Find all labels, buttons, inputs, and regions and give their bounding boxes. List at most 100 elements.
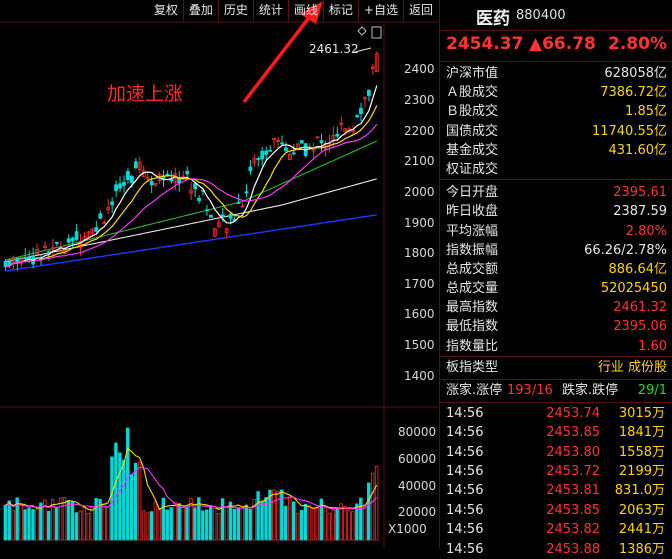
stat-label: 基金成交 <box>446 142 499 158</box>
ma-60-line <box>5 140 378 261</box>
tick-volume: 1386万 <box>618 541 665 557</box>
volume-ma5-line <box>5 447 378 511</box>
toolbar-button-4[interactable]: 画线 <box>287 0 323 21</box>
candle-body <box>94 227 99 232</box>
toolbar-button-3[interactable]: 统计 <box>252 0 288 21</box>
volume-bar <box>197 497 201 541</box>
candle-body <box>212 228 217 237</box>
tick-price: 2453.72 <box>546 463 600 479</box>
volume-bar <box>15 497 19 541</box>
tick-row[interactable]: 14:56 2453.72 2199万 <box>440 462 672 481</box>
candle-body <box>224 228 229 233</box>
candle-body <box>133 161 138 169</box>
toolbar-button-0[interactable]: 复权 <box>153 3 178 17</box>
volume-bar <box>284 505 288 541</box>
stat-row: 今日开盘 2395.61 <box>440 183 672 202</box>
volume-bar <box>366 482 371 541</box>
stat-value: 1.60 <box>638 338 667 354</box>
ma-250-line <box>5 214 377 272</box>
volume-bar <box>244 504 248 541</box>
tick-row[interactable]: 14:56 2453.81 831.0万 <box>440 481 672 500</box>
volume-bar <box>114 442 118 541</box>
chart-annotation: 加速上涨 <box>107 83 184 105</box>
volume-bar <box>205 509 209 541</box>
price-tick-label: 2200 <box>404 123 435 138</box>
volume-bar <box>315 507 320 541</box>
candle-body <box>291 152 296 155</box>
volume-bar <box>11 510 15 541</box>
tick-row[interactable]: 14:56 2453.74 3015万 <box>440 404 672 423</box>
price-tick-label: 1900 <box>404 215 435 230</box>
tick-time: 14:56 <box>446 405 484 421</box>
candle-body <box>90 228 95 234</box>
security-header: 医药 880400 <box>440 0 672 31</box>
candle-body <box>363 97 367 100</box>
stat-value: 52025450 <box>600 281 667 297</box>
volume-bar <box>370 472 375 541</box>
toolbar-button-7[interactable]: 返回 <box>402 0 438 21</box>
stat-value: 7386.72亿 <box>600 85 667 101</box>
stat-value: 2395.61 <box>613 185 667 201</box>
candle-body <box>153 182 158 186</box>
volume-bar <box>319 498 323 541</box>
volume-bar <box>323 507 327 541</box>
volume-bar <box>272 489 276 541</box>
volume-bar <box>86 512 90 541</box>
volume-bar <box>82 507 86 541</box>
volume-bar <box>47 510 51 541</box>
tick-row[interactable]: 14:56 2453.82 2441万 <box>440 520 672 539</box>
tick-time: 14:56 <box>446 483 484 499</box>
volume-bar <box>216 512 221 541</box>
stat-row: Ａ股成交 7386.72亿 <box>440 83 672 102</box>
tick-row[interactable]: 14:56 2453.80 1558万 <box>440 443 672 462</box>
tick-price: 2453.80 <box>546 444 600 460</box>
last-price: 2454.37 <box>446 34 524 54</box>
tick-time: 14:56 <box>446 425 484 441</box>
volume-bar <box>359 497 363 541</box>
tick-row[interactable]: 14:56 2453.85 2063万 <box>440 501 672 520</box>
volume-bar <box>291 501 296 541</box>
toolbar-button-2[interactable]: 历史 <box>217 0 253 21</box>
toolbar-button-1[interactable]: 叠加 <box>182 0 218 21</box>
candle-body <box>359 107 363 115</box>
volume-bar <box>303 503 308 541</box>
stat-row: 国债成交 11740.55亿 <box>440 122 672 141</box>
volume-bar <box>27 507 31 541</box>
volume-tick-label: 20000 <box>398 505 437 520</box>
toolbar-button-5[interactable]: 标记 <box>322 0 358 21</box>
candle-body <box>118 183 122 189</box>
price-tick-label: 1500 <box>404 338 435 353</box>
candle-body <box>98 213 103 219</box>
volume-bar <box>39 502 43 541</box>
tick-row[interactable]: 14:56 2453.88 1386万 <box>440 540 672 559</box>
tick-time: 14:56 <box>446 444 484 460</box>
price-tick-label: 1600 <box>404 307 435 322</box>
kline-chart[interactable] <box>0 0 438 548</box>
stat-label: 权证成交 <box>446 161 499 177</box>
tick-list[interactable]: 14:56 2453.74 3015万 14:56 2453.85 1841万 14:56 2… <box>440 403 672 559</box>
kline-chart-pane[interactable]: 复权 叠加 历史 统计 画线 标记 +自选 返回 加速上涨 2461.32 X1000 240… <box>0 0 438 548</box>
price-change: ▲66.78 <box>529 34 596 54</box>
ma-20-line <box>5 124 378 268</box>
toolbar-button-6[interactable]: +自选 <box>357 0 403 21</box>
candle-body <box>264 150 269 155</box>
volume-bar <box>236 507 241 541</box>
candle-body <box>260 150 265 160</box>
volume-bar <box>94 498 98 541</box>
candle-body <box>15 257 20 263</box>
stat-value: 886.64亿 <box>608 261 668 277</box>
candle-body <box>114 184 118 191</box>
candle-body <box>169 179 174 182</box>
tick-row[interactable]: 14:56 2453.85 1841万 <box>440 423 672 442</box>
board-type-label: 板指类型 <box>446 359 499 375</box>
volume-bar <box>327 512 331 541</box>
stat-label: Ｂ股成交 <box>446 104 499 120</box>
decline-label: 跌家.跌停 <box>562 382 619 398</box>
volume-bar <box>173 501 177 541</box>
volume-bar <box>228 501 233 541</box>
candle-body <box>252 158 257 164</box>
annotation-arrow-head <box>300 1 323 24</box>
stat-label: 国债成交 <box>446 123 499 139</box>
volume-tick-label: 80000 <box>398 425 437 440</box>
tick-price: 2453.81 <box>546 483 600 499</box>
